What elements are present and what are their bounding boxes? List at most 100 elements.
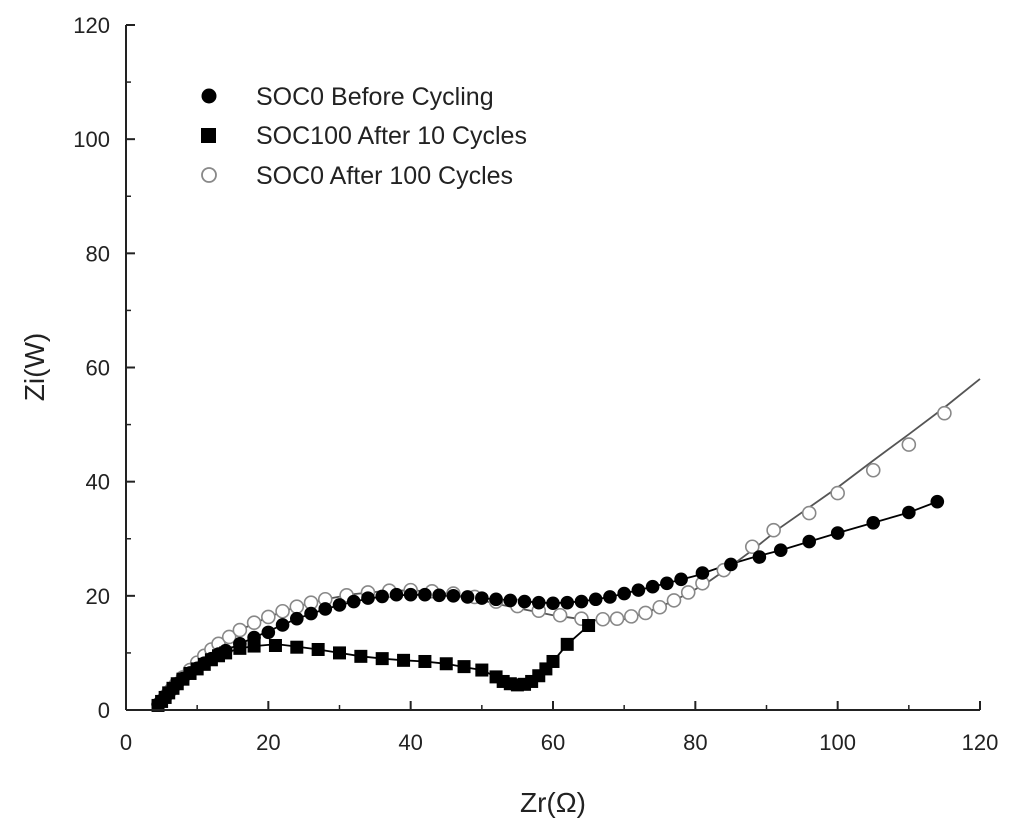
legend-marker-filled-circle [201, 88, 217, 104]
legend: SOC0 Before Cycling SOC100 After 10 Cycl… [201, 83, 527, 190]
point-soc0-before-cycling [418, 587, 432, 602]
point-soc0-before-cycling [546, 596, 560, 611]
point-soc0-after-100-cycles [609, 611, 625, 626]
point-soc0-before-cycling [460, 590, 475, 604]
point-soc0-before-cycling [375, 589, 390, 604]
x-tick-label: 0 [120, 730, 132, 755]
legend-label-series-3: SOC0 After 100 Cycles [256, 162, 513, 190]
point-soc0-after-100-cycles [552, 607, 568, 623]
point-soc0-after-100-cycles [680, 585, 696, 600]
point-soc0-before-cycling [489, 592, 503, 607]
point-soc0-before-cycling [574, 594, 589, 609]
point-soc0-after-100-cycles [801, 505, 817, 521]
point-soc0-after-100-cycles [901, 437, 917, 452]
point-soc0-before-cycling [332, 598, 347, 612]
y-tick-label: 60 [86, 356, 110, 381]
point-soc0-after-100-cycles [865, 462, 881, 478]
point-soc100-after-10-cycles [397, 653, 411, 667]
y-tick-label: 0 [98, 698, 110, 723]
point-soc100-after-10-cycles [560, 637, 574, 651]
y-axis-title: Zi(W) [19, 333, 50, 401]
x-tick-label: 80 [683, 730, 707, 755]
point-soc0-before-cycling [503, 593, 518, 608]
y-tick-label: 40 [86, 470, 110, 495]
x-tick-label: 40 [398, 730, 422, 755]
point-soc0-after-100-cycles [232, 622, 248, 638]
point-soc0-before-cycling [475, 591, 489, 605]
point-soc0-before-cycling [773, 543, 788, 557]
point-soc0-before-cycling [304, 606, 318, 621]
point-soc100-after-10-cycles [233, 641, 247, 655]
point-soc100-after-10-cycles [582, 619, 596, 633]
point-soc100-after-10-cycles [268, 638, 282, 652]
point-soc0-after-100-cycles [275, 603, 290, 619]
point-soc100-after-10-cycles [418, 654, 432, 668]
point-soc0-before-cycling [346, 594, 361, 609]
legend-label-series-2: SOC100 After 10 Cycles [256, 122, 527, 150]
x-axis-title: Zr(Ω) [520, 787, 586, 818]
point-soc0-before-cycling [403, 587, 418, 602]
point-soc0-before-cycling [389, 587, 404, 602]
point-soc100-after-10-cycles [546, 654, 560, 668]
axis-ticks: 0 20 40 60 80 100 120 0 20 40 60 80 100 120 [73, 13, 998, 755]
point-soc100-after-10-cycles [247, 639, 261, 653]
point-soc0-before-cycling [674, 572, 688, 587]
point-soc0-before-cycling [603, 590, 617, 604]
point-soc0-before-cycling [866, 515, 881, 530]
point-soc0-before-cycling [802, 534, 816, 549]
point-soc100-after-10-cycles [354, 649, 368, 663]
point-soc0-before-cycling [361, 591, 375, 605]
point-soc100-after-10-cycles [333, 646, 346, 660]
point-soc0-before-cycling [752, 550, 767, 564]
point-soc0-before-cycling [446, 589, 461, 603]
point-soc0-after-100-cycles [221, 629, 237, 645]
point-soc0-after-100-cycles [744, 539, 760, 555]
point-soc0-after-100-cycles [623, 609, 639, 624]
point-soc0-after-100-cycles [666, 593, 682, 608]
point-soc0-before-cycling [290, 611, 304, 626]
point-soc0-after-100-cycles [261, 609, 276, 625]
point-soc0-before-cycling [724, 557, 738, 572]
point-soc0-after-100-cycles [830, 485, 845, 501]
point-soc0-before-cycling [275, 618, 290, 632]
point-soc0-after-100-cycles [246, 615, 262, 630]
point-soc0-after-100-cycles [766, 522, 781, 538]
y-tick-label: 120 [73, 13, 110, 38]
point-soc0-before-cycling [531, 595, 546, 610]
point-soc0-before-cycling [560, 595, 575, 610]
point-soc0-after-100-cycles [652, 599, 668, 615]
legend-label-series-1: SOC0 Before Cycling [256, 83, 494, 111]
point-soc0-after-100-cycles [937, 405, 952, 421]
point-soc100-after-10-cycles [311, 642, 325, 656]
y-tick-label: 80 [86, 241, 110, 266]
point-soc0-before-cycling [930, 494, 945, 509]
x-tick-label: 60 [541, 730, 565, 755]
point-soc0-before-cycling [660, 576, 674, 591]
point-soc0-before-cycling [588, 592, 603, 607]
point-soc0-before-cycling [695, 566, 710, 580]
point-soc0-before-cycling [902, 505, 916, 520]
y-tick-label: 20 [86, 584, 110, 609]
point-soc0-before-cycling [432, 588, 446, 603]
fit-line-3 [160, 378, 981, 702]
legend-marker-filled-square [201, 128, 216, 143]
y-tick-label: 100 [73, 127, 110, 152]
point-soc0-before-cycling [645, 579, 660, 594]
point-soc0-before-cycling [631, 583, 646, 597]
point-soc0-before-cycling [318, 602, 333, 616]
point-soc100-after-10-cycles [375, 652, 389, 666]
point-soc0-after-100-cycles [595, 611, 611, 627]
point-soc100-after-10-cycles [457, 660, 471, 674]
point-soc0-before-cycling [830, 526, 845, 540]
x-tick-label: 20 [256, 730, 280, 755]
legend-marker-open-circle [201, 167, 217, 183]
plot-marks [151, 378, 981, 712]
point-soc0-after-100-cycles [638, 605, 653, 621]
point-soc0-before-cycling [617, 586, 631, 601]
point-soc100-after-10-cycles [475, 663, 489, 677]
point-soc0-before-cycling [261, 625, 276, 640]
point-soc0-before-cycling [517, 594, 532, 609]
x-tick-label: 120 [962, 730, 999, 755]
point-soc100-after-10-cycles [439, 657, 453, 671]
